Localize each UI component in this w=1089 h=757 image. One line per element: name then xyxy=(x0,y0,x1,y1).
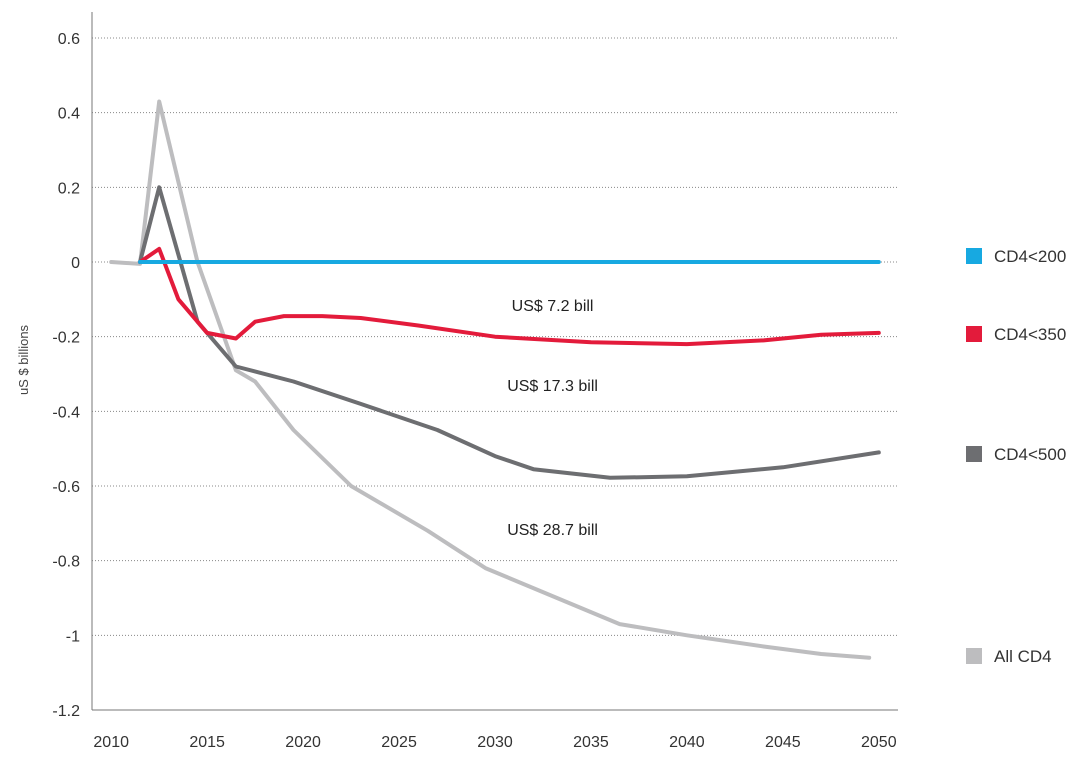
series-line-cd4-500 xyxy=(138,185,881,480)
y-tick-label: -1 xyxy=(66,628,80,645)
x-tick-label: 2010 xyxy=(93,734,129,751)
annotations: US$ 7.2 bill US$ 17.3 bill US$ 28.7 bill xyxy=(507,298,598,539)
legend-label: CD4<350 xyxy=(994,325,1066,344)
legend-label: All CD4 xyxy=(994,647,1052,666)
y-tick-labels: 0.6 0.4 0.2 0 -0.2 -0.4 -0.6 -0.8 -1 -1.2 xyxy=(52,31,80,720)
x-tick-label: 2030 xyxy=(477,734,513,751)
y-tick-label: 0.4 xyxy=(58,106,80,123)
y-tick-label: -0.4 xyxy=(52,404,80,421)
cost-annotation: US$ 28.7 bill xyxy=(507,522,598,539)
y-tick-label: -1.2 xyxy=(52,703,80,720)
x-tick-labels: 2010 2015 2020 2025 2030 2035 2040 2045 2050 xyxy=(93,734,896,751)
x-tick-label: 2025 xyxy=(381,734,417,751)
y-axis-label: uS $ billions xyxy=(16,324,31,395)
y-tick-label: 0 xyxy=(71,255,80,272)
x-tick-label: 2045 xyxy=(765,734,801,751)
legend-swatch xyxy=(966,326,982,342)
x-tick-label: 2035 xyxy=(573,734,609,751)
legend-swatch xyxy=(966,446,982,462)
series-line-cd4-350 xyxy=(138,246,881,347)
legend-swatch xyxy=(966,248,982,264)
y-tick-label: -0.8 xyxy=(52,554,80,571)
y-tick-label: -0.2 xyxy=(52,330,80,347)
legend-label: CD4<500 xyxy=(994,445,1066,464)
y-tick-label: 0.6 xyxy=(58,31,80,48)
x-tick-label: 2020 xyxy=(285,734,321,751)
x-tick-label: 2040 xyxy=(669,734,705,751)
y-tick-label: 0.2 xyxy=(58,180,80,197)
legend-swatch xyxy=(966,648,982,664)
cost-annotation: US$ 17.3 bill xyxy=(507,378,598,395)
legend-label: CD4<200 xyxy=(994,247,1066,266)
series-lines xyxy=(109,99,881,660)
x-tick-label: 2050 xyxy=(861,734,897,751)
cost-annotation: US$ 7.2 bill xyxy=(512,298,594,315)
series-line-all-cd4 xyxy=(109,99,872,660)
x-tick-label: 2015 xyxy=(189,734,225,751)
y-tick-label: -0.6 xyxy=(52,479,80,496)
legend: CD4<200 CD4<350 CD4<500 All CD4 xyxy=(966,247,1066,666)
